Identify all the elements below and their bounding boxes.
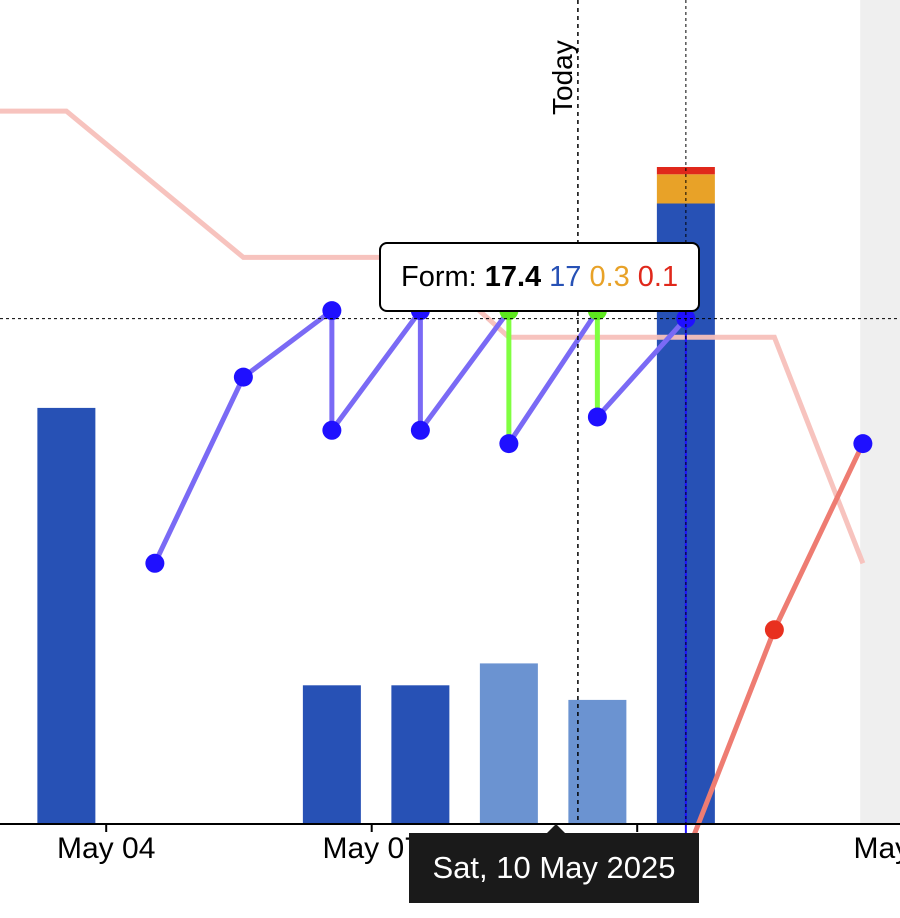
form-projected-marker-2: [853, 434, 873, 454]
form-marker-5: [410, 420, 430, 440]
future-shade: [860, 0, 900, 824]
form-marker-9: [587, 407, 607, 427]
x-tick-label-0: May 04: [57, 832, 155, 865]
form-marker-2: [322, 301, 342, 321]
x-tick-label-3: May 13: [854, 832, 900, 865]
form-tooltip-part-1: 17: [549, 260, 582, 293]
form-tooltip: Form: 17.4 17 0.3 0.1: [379, 242, 701, 312]
form-marker-0: [145, 553, 165, 573]
form-segment-1: [240, 308, 335, 380]
load_completed-bar-1: [302, 685, 361, 824]
form-projected-marker-1: [764, 620, 784, 640]
form-segment-3: [329, 308, 423, 433]
form-marker-3: [322, 420, 342, 440]
form-marker-7: [499, 434, 519, 454]
form-tooltip-label: Form:: [401, 260, 477, 293]
today-label: Today: [547, 40, 578, 115]
date-tooltip: Sat, 10 May 2025: [409, 824, 699, 903]
fatigue-layer: [0, 108, 866, 565]
load_planned-bar-1: [568, 699, 627, 824]
form-segment-7: [506, 308, 600, 447]
form-segment-5: [417, 308, 512, 433]
form-segment-0: [152, 374, 246, 566]
form-segment-9: [594, 316, 689, 420]
fatigue-line: [0, 108, 866, 565]
form-tooltip-total: 17.4: [484, 260, 542, 293]
x-tick-label-1: May 07: [323, 832, 421, 865]
load_planned-bar-0: [479, 663, 538, 824]
crosshair-layer: Today: [0, 0, 900, 824]
load_completed-bar-0: [37, 407, 96, 824]
load_completed-bar-2: [391, 685, 450, 824]
form-layer: [145, 301, 873, 866]
form-tooltip-part-3: 0.1: [637, 260, 679, 293]
form-tooltip-part-2: 0.3: [589, 260, 630, 293]
form-marker-1: [233, 367, 253, 387]
